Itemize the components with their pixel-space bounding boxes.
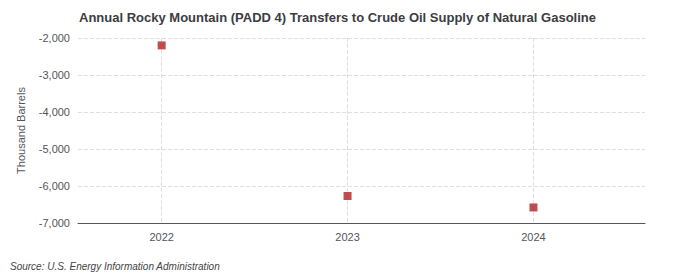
svg-text:-2,000: -2,000 [39, 32, 70, 44]
svg-text:-7,000: -7,000 [39, 217, 70, 229]
svg-text:Source: U.S. Energy Informatio: Source: U.S. Energy Information Administ… [10, 261, 220, 272]
svg-text:Annual Rocky Mountain (PADD 4): Annual Rocky Mountain (PADD 4) Transfers… [79, 10, 596, 25]
svg-text:-4,000: -4,000 [39, 106, 70, 118]
svg-text:Thousand Barrels: Thousand Barrels [15, 87, 27, 174]
svg-text:-6,000: -6,000 [39, 180, 70, 192]
svg-text:-5,000: -5,000 [39, 143, 70, 155]
svg-text:2023: 2023 [335, 231, 359, 243]
svg-text:-3,000: -3,000 [39, 69, 70, 81]
svg-text:2024: 2024 [521, 231, 545, 243]
svg-text:2022: 2022 [149, 231, 173, 243]
